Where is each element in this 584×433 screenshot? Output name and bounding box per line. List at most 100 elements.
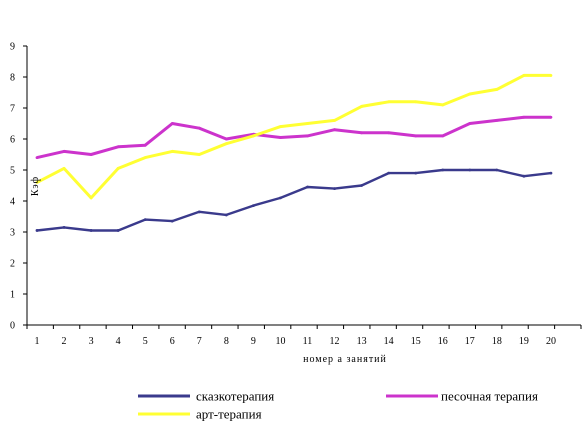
x-tick-label: 12 [330,336,340,347]
x-tick-label: 17 [465,336,475,347]
data-point [522,74,526,77]
x-tick-label: 4 [116,336,121,347]
data-point [62,167,66,170]
x-tick-label: 2 [62,336,67,347]
data-point [495,119,499,122]
data-point [549,74,553,77]
x-tick-label: 14 [384,336,394,347]
data-point [333,128,336,132]
y-tick-label: 4 [10,197,15,208]
data-point [116,229,120,232]
x-tick-label: 7 [197,336,202,347]
data-point [89,229,93,232]
data-point [197,210,201,214]
x-tick-label: 9 [251,336,256,347]
x-tick-label: 11 [303,336,313,347]
data-point [441,134,445,138]
series-layer [35,73,553,232]
data-point [62,150,66,153]
data-point [333,187,336,191]
y-tick-label: 5 [10,166,15,177]
data-point [522,174,526,178]
series-line-3 [36,73,551,200]
data-point [116,167,120,170]
data-point [279,136,282,139]
data-point [224,213,228,217]
data-point [495,88,499,91]
data-point [252,134,255,138]
x-ticks: 1 2 3 4 5 6 7 8 9 10 11 12 13 14 15 16 17 18 19 20 [26,325,582,347]
y-tick-label: 1 [10,290,15,301]
data-point [35,156,39,160]
data-point [279,125,282,128]
data-point [360,184,363,187]
legend-label-3: арт-терапия [196,407,262,422]
y-tick-label: 7 [10,104,15,115]
data-point [306,134,309,138]
chart-axes [26,46,581,326]
x-tick-label: 19 [519,336,529,347]
y-tick-label: 6 [10,135,15,146]
data-point [279,196,282,200]
data-point [549,115,553,119]
x-tick-label: 8 [224,336,229,347]
data-point [333,119,336,122]
data-point [35,229,39,232]
data-point [387,131,391,135]
x-tick-label: 10 [275,336,285,347]
y-tick-label: 0 [10,321,15,332]
data-point [170,219,174,223]
data-point [143,218,147,222]
data-point [62,225,66,229]
data-point [252,204,255,208]
y-ticks: 0 1 2 3 4 5 6 7 8 9 [10,42,27,332]
y-axis-label: Кэф [30,176,41,196]
data-point [360,131,363,135]
legend-label-1: сказкотерапия [196,389,274,404]
y-tick-label: 3 [10,228,15,239]
data-point [197,126,201,130]
data-point [414,134,418,138]
data-point [468,168,472,172]
data-point [143,156,147,160]
x-tick-label: 15 [411,336,421,347]
y-tick-label: 2 [10,259,15,270]
data-point [441,168,445,172]
x-tick-label: 6 [170,336,175,347]
data-point [522,115,526,119]
data-point [224,137,228,141]
data-point [306,122,309,125]
data-point [143,143,147,147]
data-point [170,150,174,153]
data-point [468,92,472,96]
x-tick-label: 3 [89,336,94,347]
x-tick-label: 5 [143,336,148,347]
data-point [360,105,363,108]
legend: сказкотерапия песочная терапия арт-терапия [138,389,538,422]
x-tick-label: 16 [438,336,448,347]
x-axis-label: номер а занятий [303,354,387,365]
legend-label-2: песочная терапия [441,389,538,404]
data-point [414,100,418,104]
data-point [89,196,93,200]
data-point [197,153,201,156]
data-point [35,181,39,184]
data-point [89,153,93,156]
data-point [441,103,445,107]
series-line-1 [36,168,552,232]
data-point [387,171,391,175]
y-tick-label: 9 [10,42,15,53]
series-line-2 [36,115,551,160]
data-point [224,142,228,146]
data-point [468,122,472,125]
data-point [549,171,553,175]
data-point [414,171,418,175]
data-point [170,122,174,125]
y-tick-label: 8 [10,73,15,84]
x-tick-label: 1 [35,336,40,347]
x-tick-label: 20 [546,336,556,347]
data-point [387,100,391,104]
data-point [306,185,309,189]
x-tick-label: 13 [357,336,367,347]
